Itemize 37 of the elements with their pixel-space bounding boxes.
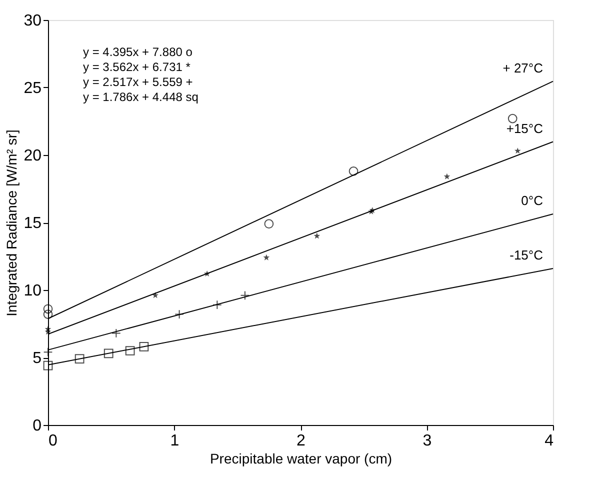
annotation: y = 4.395x + 7.880 o <box>83 45 193 59</box>
point <box>444 173 450 180</box>
y-axis-title: Integrated Radiance [W/m² sr] <box>4 130 20 316</box>
series-label: + 27°C <box>502 60 543 76</box>
point <box>43 310 53 319</box>
y-tick-label: 20 <box>24 148 42 164</box>
point <box>74 354 84 364</box>
series-label: 0°C <box>521 192 543 208</box>
point <box>43 360 53 370</box>
x-tick-label: 4 <box>544 432 554 450</box>
point <box>508 114 518 124</box>
y-tick-label: 10 <box>24 282 42 300</box>
y-tick-label: 30 <box>24 12 42 30</box>
y-tick-label: 0 <box>32 418 42 434</box>
point <box>139 342 149 352</box>
annotation: y = 1.786x + 4.448 sq <box>83 90 198 104</box>
point <box>348 166 358 176</box>
x-tick-label: 1 <box>170 432 180 450</box>
point <box>314 232 320 239</box>
point <box>104 348 114 358</box>
point <box>125 346 135 356</box>
point <box>514 148 521 154</box>
y-tick-label: 15 <box>24 215 42 232</box>
x-tick-label: 2 <box>296 432 306 450</box>
series-label: +15°C <box>506 120 543 136</box>
series-label: -15°C <box>510 248 543 263</box>
x-tick-label: 3 <box>422 432 432 450</box>
annotation: y = 3.562x + 6.731 * <box>83 60 191 74</box>
y-tick-label: 5 <box>32 350 42 367</box>
point <box>43 304 53 314</box>
annotation: y = 2.517x + 5.559 + <box>83 75 193 89</box>
point <box>44 328 52 335</box>
x-tick-label: 0 <box>48 432 58 450</box>
point <box>263 254 270 260</box>
x-axis-title: Precipitable water vapor (cm) <box>210 450 392 466</box>
point <box>264 219 274 229</box>
y-tick-label: 25 <box>24 80 42 97</box>
